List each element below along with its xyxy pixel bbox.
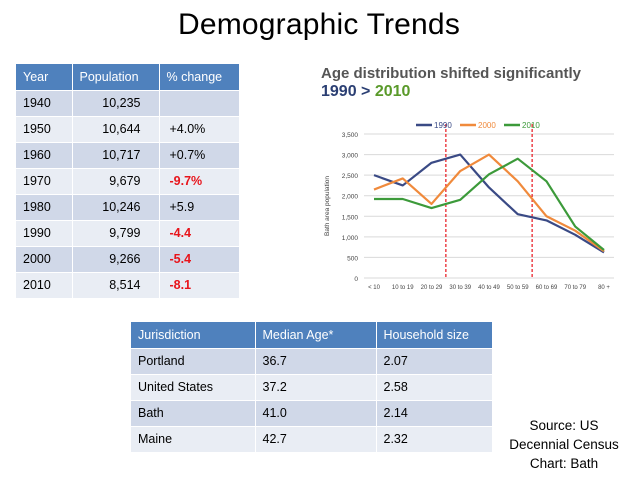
year-cell: 1990 [16, 219, 73, 246]
chart-title: Age distribution shifted significantly [321, 65, 582, 82]
source-line-1: Source: US [529, 418, 599, 433]
table-row: 1970 9,679 -9.7% [16, 167, 240, 194]
year-cell: 1940 [16, 89, 73, 116]
change-cell [159, 89, 240, 116]
column-header-population: Population [72, 64, 160, 90]
y-tick-label: 3,500 [342, 132, 359, 139]
median-age-cell: 41.0 [255, 399, 377, 426]
x-tick-label: 60 to 69 [536, 285, 558, 291]
jurisdiction-cell: Bath [131, 399, 256, 426]
year-cell: 1980 [16, 193, 73, 220]
x-tick-label: 50 to 59 [507, 285, 529, 291]
household-size-cell: 2.07 [376, 347, 493, 374]
change-cell: +4.0% [159, 115, 240, 142]
population-table: Year Population % change 1940 10,235 1950 1… [16, 64, 240, 298]
column-header-household-size: Household size [376, 322, 493, 348]
table-row: United States 37.2 2.58 [131, 373, 493, 400]
table-row: 1950 10,644 +4.0% [16, 115, 240, 142]
x-tick-label: 30 to 39 [449, 285, 471, 291]
y-tick-label: 0 [354, 276, 358, 283]
table-row: Bath 41.0 2.14 [131, 399, 493, 426]
household-size-cell: 2.14 [376, 399, 493, 426]
population-cell: 9,266 [72, 245, 160, 272]
year-cell: 1950 [16, 115, 73, 142]
y-tick-label: 2,500 [342, 173, 359, 180]
x-tick-label: 20 to 29 [421, 285, 443, 291]
x-tick-label: 70 to 79 [564, 285, 586, 291]
jurisdiction-cell: Portland [131, 347, 256, 374]
population-cell: 10,246 [72, 193, 160, 220]
legend-label: 2010 [522, 121, 540, 130]
table-row: 2000 9,266 -5.4 [16, 245, 240, 272]
source-note: Source: US Decennial Census Chart: Bath [497, 416, 631, 473]
chart-subtitle-part1: 1990 > [321, 83, 375, 100]
table-row: Portland 36.7 2.07 [131, 347, 493, 374]
y-axis-label: Bath area population [324, 176, 331, 236]
population-cell: 10,644 [72, 115, 160, 142]
series-line-2000 [373, 153, 605, 253]
source-line-3: Chart: Bath [529, 456, 599, 471]
household-size-cell: 2.58 [376, 373, 493, 400]
series-line-2010 [374, 157, 605, 251]
slide-title: Demographic Trends [177, 8, 461, 41]
year-cell: 2010 [16, 271, 73, 298]
legend-label: 1990 [434, 121, 452, 130]
table-row: 1980 10,246 +5.9 [16, 193, 240, 220]
change-cell: -4.4 [159, 219, 240, 246]
change-cell: +0.7% [159, 141, 240, 168]
chart-heading: Age distribution shifted significantly 1… [321, 65, 581, 101]
y-tick-label: 500 [347, 255, 358, 262]
table-row: Maine 42.7 2.32 [131, 425, 493, 452]
series-line-1990 [373, 153, 605, 254]
table-row: 1990 9,799 -4.4 [16, 219, 240, 246]
x-tick-label: < 10 [368, 285, 381, 291]
population-cell: 10,717 [72, 141, 160, 168]
table-row: 1960 10,717 +0.7% [16, 141, 240, 168]
median-age-cell: 37.2 [255, 373, 377, 400]
year-cell: 2000 [16, 245, 73, 272]
y-tick-label: 1,500 [342, 214, 359, 221]
y-tick-label: 3,000 [342, 153, 359, 160]
year-cell: 1970 [16, 167, 73, 194]
population-cell: 9,679 [72, 167, 160, 194]
change-cell: -8.1 [159, 271, 240, 298]
jurisdiction-table: Jurisdiction Median Age* Household size … [131, 322, 493, 452]
column-header-median-age: Median Age* [255, 322, 377, 348]
table-row: 1940 10,235 [16, 89, 240, 116]
jurisdiction-cell: United States [131, 373, 256, 400]
change-cell: +5.9 [159, 193, 240, 220]
y-tick-label: 1,000 [342, 235, 359, 242]
column-header-jurisdiction: Jurisdiction [131, 322, 256, 348]
change-cell: -9.7% [159, 167, 240, 194]
table-row: 2010 8,514 -8.1 [16, 271, 240, 298]
y-tick-label: 2,000 [342, 194, 359, 201]
age-distribution-chart: Age distribution shifted significantly 1… [316, 62, 624, 294]
population-cell: 9,799 [72, 219, 160, 246]
year-cell: 1960 [16, 141, 73, 168]
source-line-2: Decennial Census [509, 437, 619, 452]
median-age-cell: 36.7 [255, 347, 377, 374]
x-tick-label: 80 + [598, 285, 610, 291]
jurisdiction-cell: Maine [131, 425, 256, 452]
chart-plot: 0 500 1,000 1,500 2,000 2,500 3,000 3,500 < 10 10… [324, 121, 614, 291]
legend-label: 2000 [478, 121, 496, 130]
chart-subtitle-part2: 2010 [374, 83, 411, 100]
table-header-row: Year Population % change [16, 64, 240, 90]
x-tick-label: 10 to 19 [392, 285, 414, 291]
column-header-change: % change [159, 64, 240, 90]
population-cell: 10,235 [72, 89, 160, 116]
x-tick-label: 40 to 49 [478, 285, 500, 291]
median-age-cell: 42.7 [255, 425, 377, 452]
change-cell: -5.4 [159, 245, 240, 272]
population-cell: 8,514 [72, 271, 160, 298]
table-header-row: Jurisdiction Median Age* Household size [131, 322, 493, 348]
column-header-year: Year [16, 64, 73, 90]
household-size-cell: 2.32 [376, 425, 493, 452]
